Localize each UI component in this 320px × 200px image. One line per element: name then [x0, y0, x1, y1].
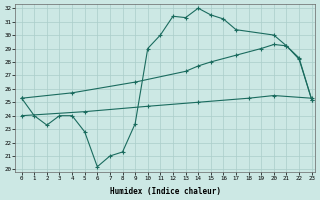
- X-axis label: Humidex (Indice chaleur): Humidex (Indice chaleur): [110, 187, 221, 196]
